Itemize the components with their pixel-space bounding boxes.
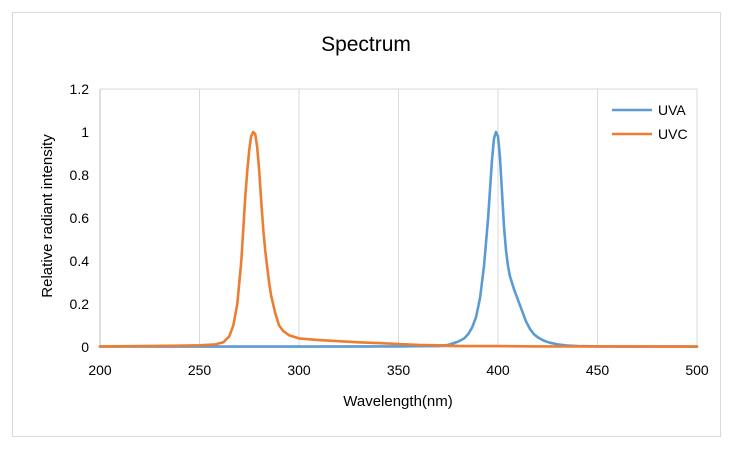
x-tick-label: 200: [88, 362, 112, 378]
axis-layer: 200 250 300 350 400 450 500 0 0.2 0.4 0.6 0.8 1 1.2: [70, 81, 709, 378]
legend-label: UVC: [658, 126, 688, 142]
x-tick-label: 350: [387, 362, 411, 378]
chart-title: Spectrum: [321, 33, 411, 56]
series-line-uvc: [98, 130, 699, 348]
legend: UVA UVC: [612, 102, 688, 142]
x-tick-label: 300: [287, 362, 311, 378]
series-layer: [98, 130, 699, 348]
y-tick-label: 0.6: [70, 210, 90, 226]
y-tick-label: 0.8: [70, 167, 90, 183]
x-tick-label: 250: [188, 362, 212, 378]
y-tick-label: 0: [81, 339, 89, 355]
y-tick-label: 1: [81, 124, 89, 140]
grid-layer: [100, 88, 698, 347]
series-line-uva: [98, 130, 699, 348]
chart-frame: [12, 12, 721, 437]
x-tick-label: 450: [586, 362, 610, 378]
x-axis-title: Wavelength(nm): [343, 393, 452, 410]
x-tick-label: 400: [486, 362, 510, 378]
y-tick-label: 1.2: [70, 81, 90, 97]
x-tick-label: 500: [685, 362, 709, 378]
y-axis-title: Relative radiant intensity: [39, 134, 56, 298]
legend-label: UVA: [658, 102, 686, 118]
y-tick-label: 0.4: [70, 253, 90, 269]
y-tick-label: 0.2: [70, 296, 90, 312]
